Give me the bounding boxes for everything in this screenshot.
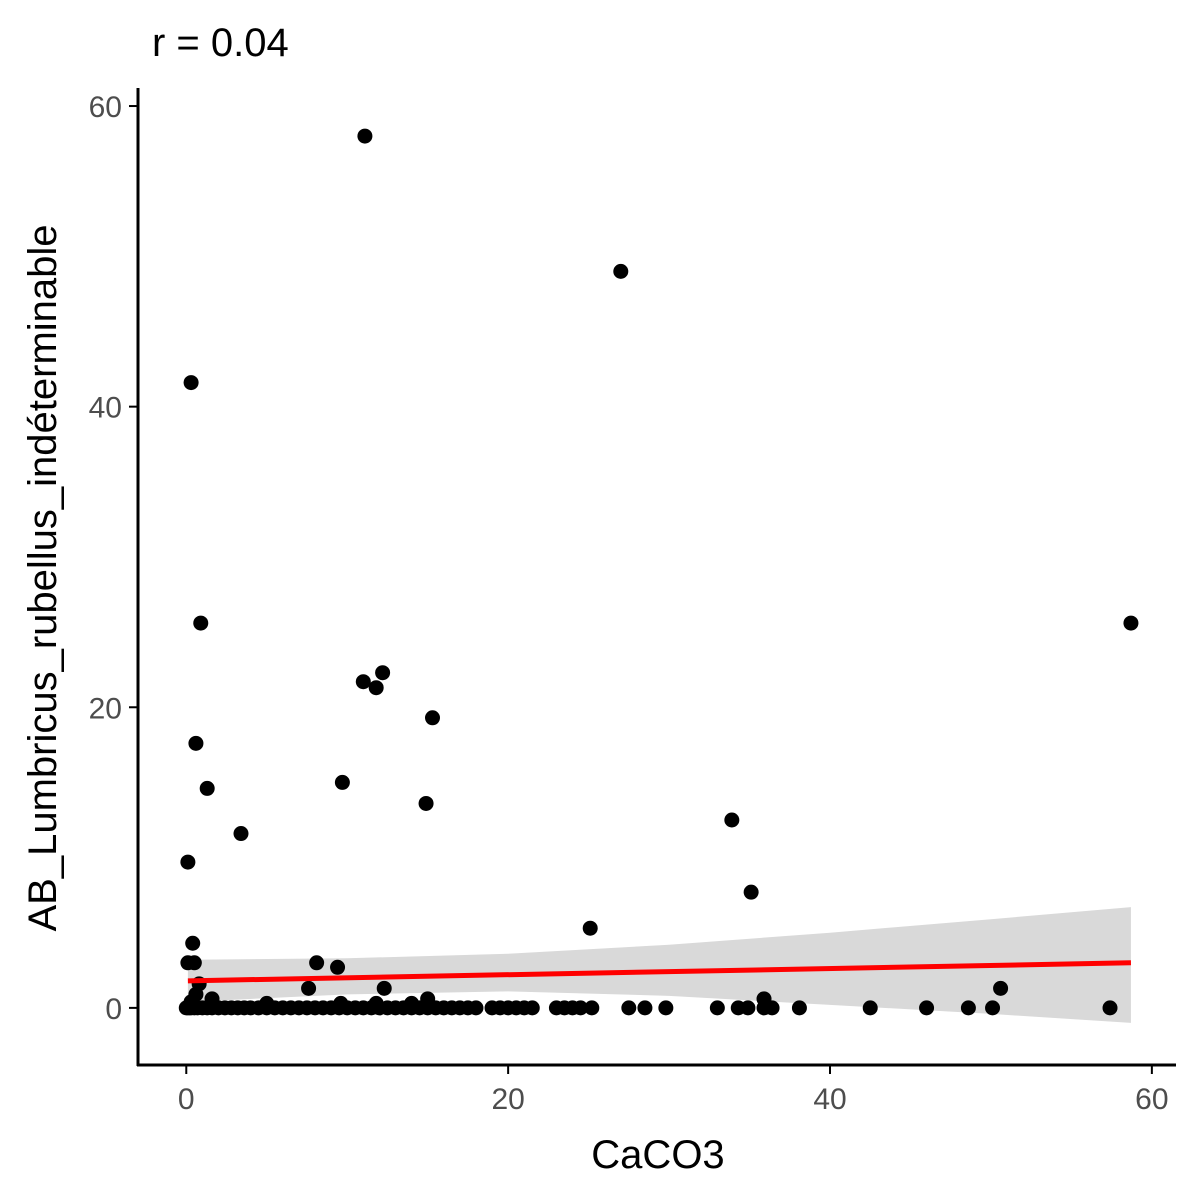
trend-line	[187, 960, 1131, 984]
trend-line-layer	[187, 960, 1131, 984]
data-point	[468, 1000, 484, 1016]
data-point	[301, 980, 317, 996]
data-point	[193, 615, 209, 631]
data-point	[960, 1000, 976, 1016]
data-point	[425, 710, 441, 726]
x-axis-title: CaCO3	[591, 1133, 724, 1177]
data-point	[355, 674, 371, 690]
data-point	[985, 1000, 1001, 1016]
data-point	[524, 1000, 540, 1016]
data-point	[368, 680, 384, 696]
y-axis-title: AB_Lumbricus_rubellus_indéterminable	[21, 224, 65, 931]
x-tick-label: 40	[813, 1083, 846, 1116]
data-point	[743, 884, 759, 900]
data-point	[1102, 1000, 1118, 1016]
data-point	[357, 128, 373, 144]
data-point	[420, 991, 436, 1007]
y-tick-label: 0	[105, 993, 122, 1026]
data-point	[613, 263, 629, 279]
data-point	[582, 920, 598, 936]
data-point	[259, 995, 275, 1011]
data-point	[180, 854, 196, 870]
points-layer	[178, 128, 1139, 1016]
data-point	[333, 995, 349, 1011]
data-point	[186, 955, 202, 971]
data-point	[637, 1000, 653, 1016]
confidence-band-layer	[187, 907, 1131, 1023]
data-point	[375, 665, 391, 681]
data-point	[183, 375, 199, 391]
data-point	[791, 1000, 807, 1016]
data-point	[309, 955, 325, 971]
y-tick-label: 20	[89, 692, 122, 725]
data-point	[740, 1000, 756, 1016]
data-point	[368, 995, 384, 1011]
data-point	[862, 1000, 878, 1016]
y-axis-ticks: 0 20 40 60	[89, 91, 138, 1026]
data-point	[658, 1000, 674, 1016]
data-point	[756, 991, 772, 1007]
data-point	[185, 935, 201, 951]
data-point	[418, 795, 434, 811]
chart-title: r = 0.04	[152, 21, 289, 65]
y-tick-label: 60	[89, 91, 122, 124]
data-point	[584, 1000, 600, 1016]
confidence-band	[187, 907, 1131, 1023]
data-point	[709, 1000, 725, 1016]
data-point	[199, 780, 215, 796]
data-point	[188, 735, 204, 751]
data-point	[573, 1000, 589, 1016]
x-tick-label: 20	[491, 1083, 524, 1116]
data-point	[376, 980, 392, 996]
data-point	[330, 959, 346, 975]
data-point	[204, 991, 220, 1007]
x-axis-ticks: 0 20 40 60	[178, 1065, 1169, 1116]
data-point	[919, 1000, 935, 1016]
data-point	[404, 995, 420, 1011]
data-point	[993, 980, 1009, 996]
data-point	[1123, 615, 1139, 631]
data-point	[233, 826, 249, 842]
x-tick-label: 60	[1135, 1083, 1168, 1116]
x-tick-label: 0	[178, 1083, 195, 1116]
data-point	[621, 1000, 637, 1016]
data-point	[724, 812, 740, 828]
y-tick-label: 40	[89, 392, 122, 425]
data-point	[334, 774, 350, 790]
